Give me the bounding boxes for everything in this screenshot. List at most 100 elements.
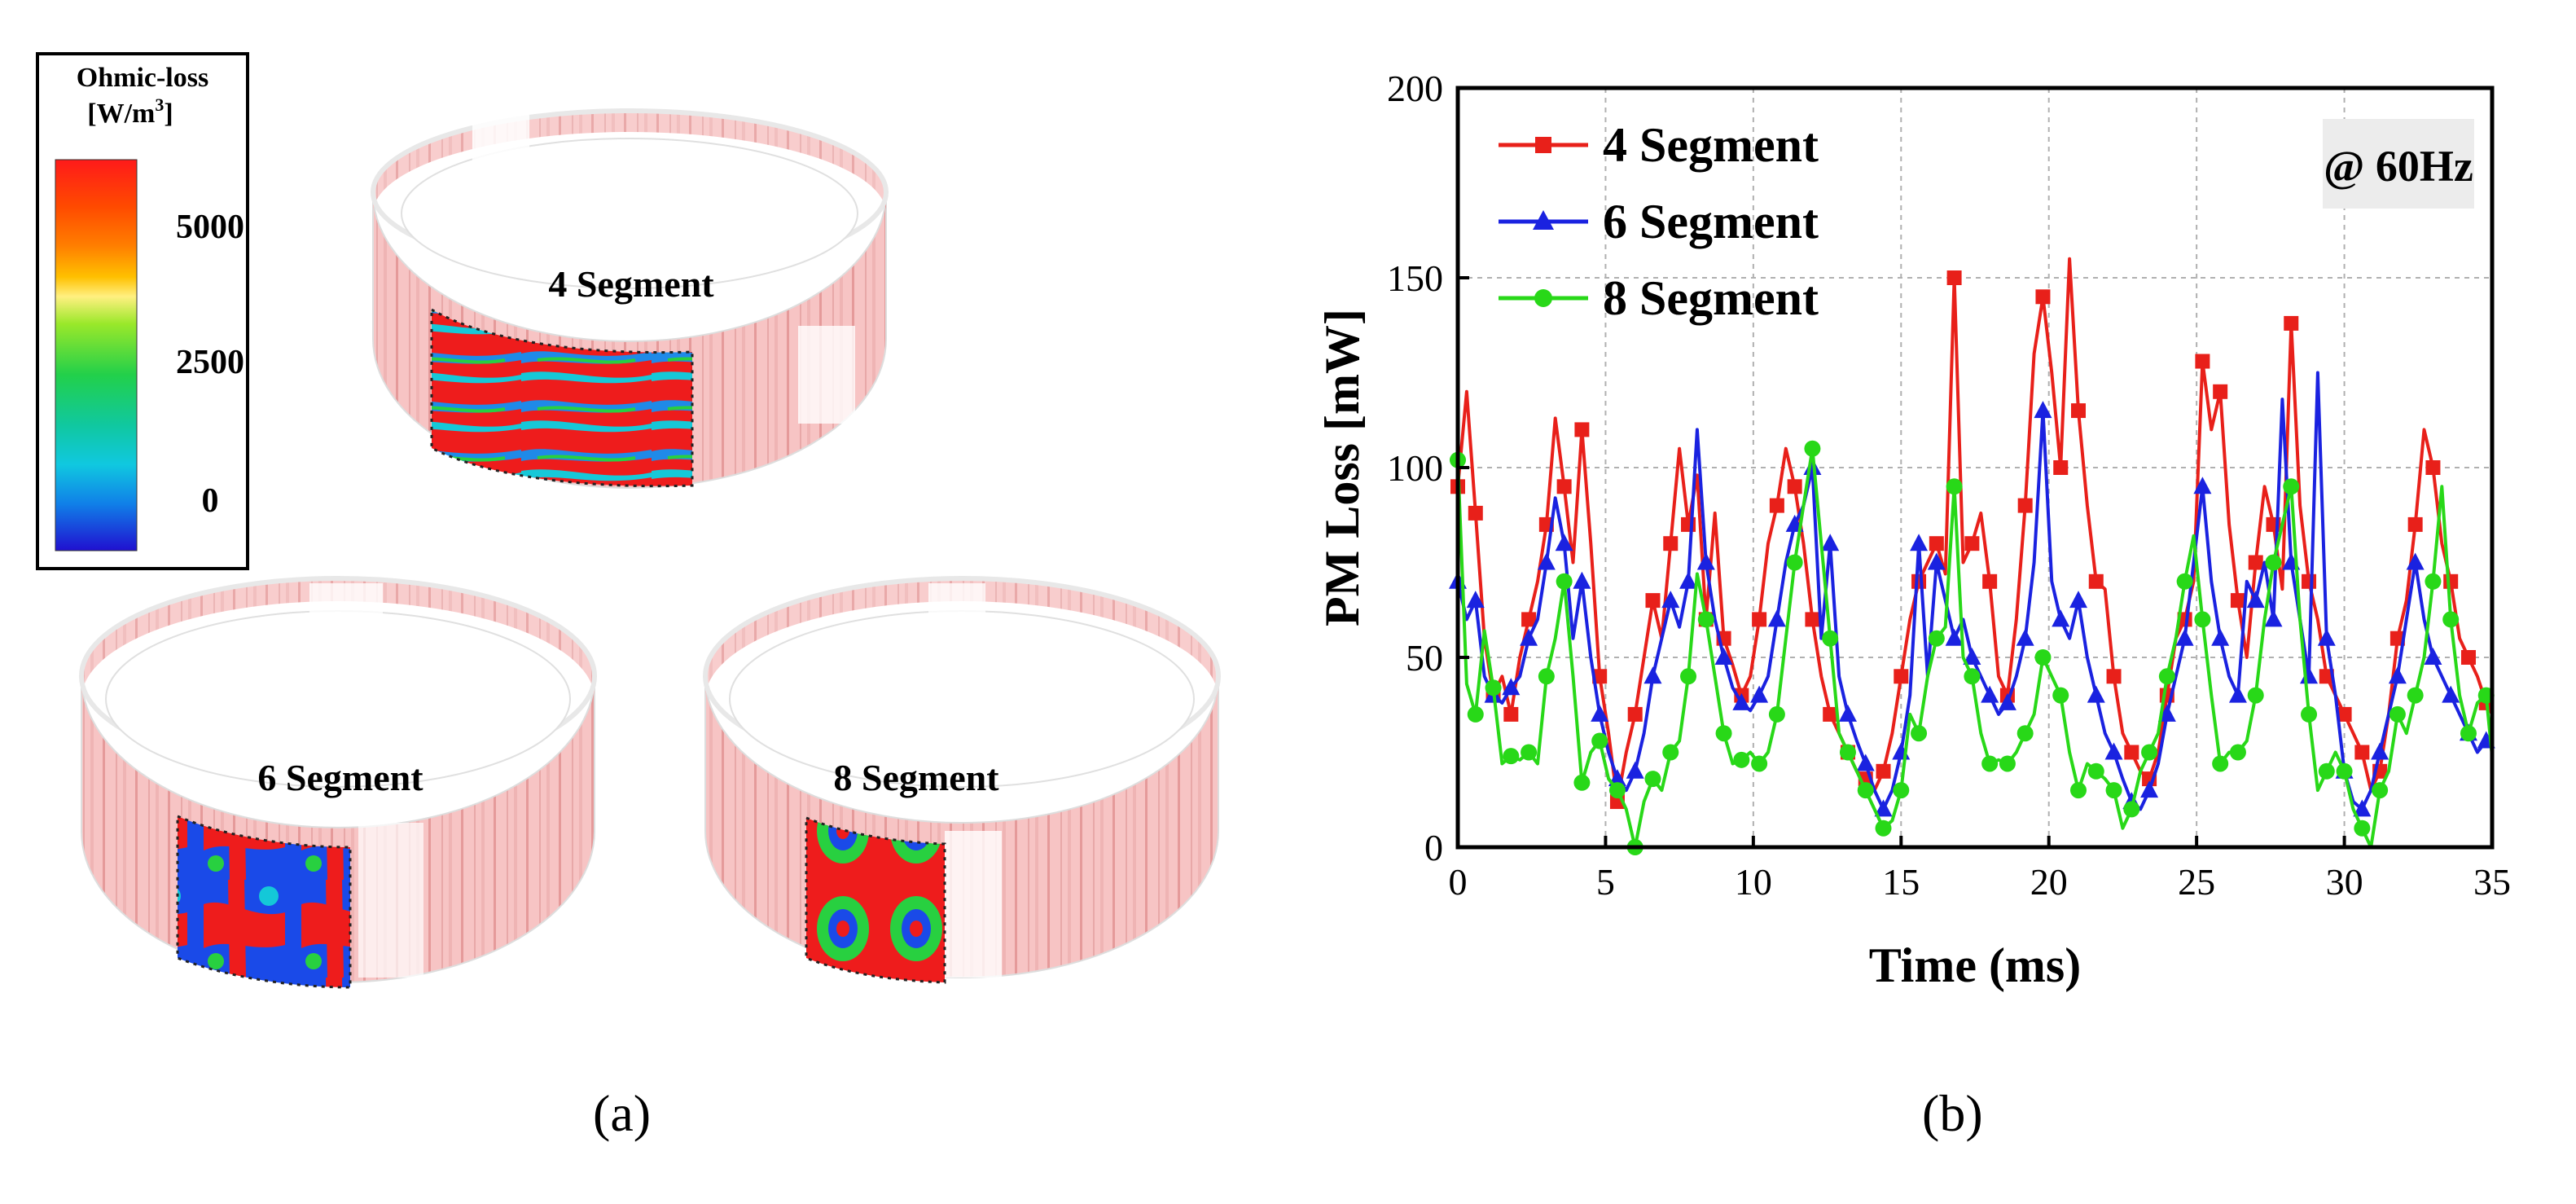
data-point [1538,668,1555,685]
data-point [2317,628,2336,646]
y-tick-label: 50 [1406,637,1443,679]
series-line [1456,446,2494,849]
x-tick-label: 0 [1449,861,1468,903]
colorbar: Ohmic-loss [W/m3] 5000 2500 0 [36,52,249,570]
data-point [2211,628,2230,646]
data-point [2124,745,2139,760]
colorbar-units: [W/m3] [87,94,173,129]
data-point [1767,609,1786,627]
x-tick-label: 5 [1596,861,1615,903]
data-point [1981,755,1999,772]
data-point [2104,742,2123,760]
data-point [1894,669,1909,684]
data-point [1822,630,1839,647]
data-point [1573,571,1591,589]
data-point [2017,498,2033,513]
legend-marker-square [1535,137,1551,153]
data-point [1591,704,1609,722]
data-point [1644,771,1661,788]
data-point [2264,609,2283,627]
data-point [2195,354,2210,369]
series-layer [1449,257,2495,855]
data-point [1998,692,2016,710]
data-point [1929,536,1944,551]
axis-ticks: 0 5 10 15 20 25 30 35 0 50 100 150 200 [1387,68,2511,903]
data-point [1876,763,1891,779]
data-point [1981,685,1999,703]
data-point [2284,315,2299,331]
data-point [1627,706,1643,722]
data-point [2337,706,2352,722]
data-point [2265,554,2282,571]
data-point [2388,666,2407,684]
data-point [1661,591,1680,609]
data-point [2354,745,2370,760]
ring-6-segment: 6 Segment [79,576,597,989]
data-point [2425,460,2441,475]
data-point [1927,552,1946,570]
data-point [2123,801,2140,818]
data-point [1662,744,1679,761]
legend: 4 Segment 6 Segment 8 Segment [1499,118,1819,325]
legend-entry-4-segment: 4 Segment [1499,118,1819,172]
data-point [1663,536,1679,551]
ring-6-label: 6 Segment [257,757,423,798]
ring-4-segment: 4 Segment [371,108,889,489]
data-point [1732,692,1751,710]
data-point [2140,780,2159,798]
data-point [1945,628,1964,646]
data-point [2336,762,2353,780]
data-point [1910,534,1929,551]
data-point [2193,477,2212,494]
colorbar-tick-2500: 2500 [176,344,244,381]
y-axis-label: PM Loss [mW] [1315,309,1369,626]
data-point [2302,573,2317,589]
caption-b: (b) [1922,1084,1983,1142]
data-point [1715,725,1732,742]
data-point [2053,460,2069,475]
frequency-annotation: @ 60Hz [2324,142,2473,191]
legend-entry-8-segment: 8 Segment [1499,271,1819,325]
data-point [1521,612,1537,627]
data-point [1946,478,1963,495]
data-point [2070,782,2087,799]
data-point [1838,704,1857,722]
data-point [1502,678,1521,696]
ring-8-loss-map [805,815,946,984]
data-point [1964,536,1980,551]
data-point [1752,612,1767,627]
data-point [2158,668,2175,685]
x-tick-label: 30 [2326,861,2363,903]
x-axis-label: Time (ms) [1869,938,2082,992]
data-point [2105,782,2122,799]
data-point [2228,685,2247,703]
ring-simulation-figure: Ohmic-loss [W/m3] 5000 2500 0 4 Segment [36,52,1221,989]
data-point [2353,799,2372,817]
legend-entry-6-segment: 6 Segment [1499,195,1819,248]
data-point [1643,666,1662,684]
data-point [2247,687,2264,704]
data-point [2194,611,2211,628]
panel-b: 0 5 10 15 20 25 30 35 0 50 100 150 200 Time (ms) PM … [1287,0,2576,1200]
legend-marker-triangle [1533,210,1554,230]
data-point [1751,755,1768,772]
data-point [1928,630,1945,647]
data-point [2230,593,2245,609]
panel-a: Ohmic-loss [W/m3] 5000 2500 0 4 Segment [0,0,1287,1200]
data-point [1893,782,1910,799]
y-tick-label: 200 [1387,68,1443,109]
data-point [2407,516,2423,532]
data-point [1963,648,1981,665]
legend-label-8-segment: 8 Segment [1603,271,1819,325]
series-6-segment [1449,371,2495,817]
data-point [1520,628,1538,646]
data-point [2443,573,2459,589]
data-point [1946,270,1962,285]
data-point [2069,591,2087,609]
data-point [1875,820,1892,837]
data-point [1503,748,1520,765]
data-point [2460,725,2477,742]
data-point [2389,705,2406,723]
data-point [1874,799,1893,817]
data-point [2175,628,2194,646]
